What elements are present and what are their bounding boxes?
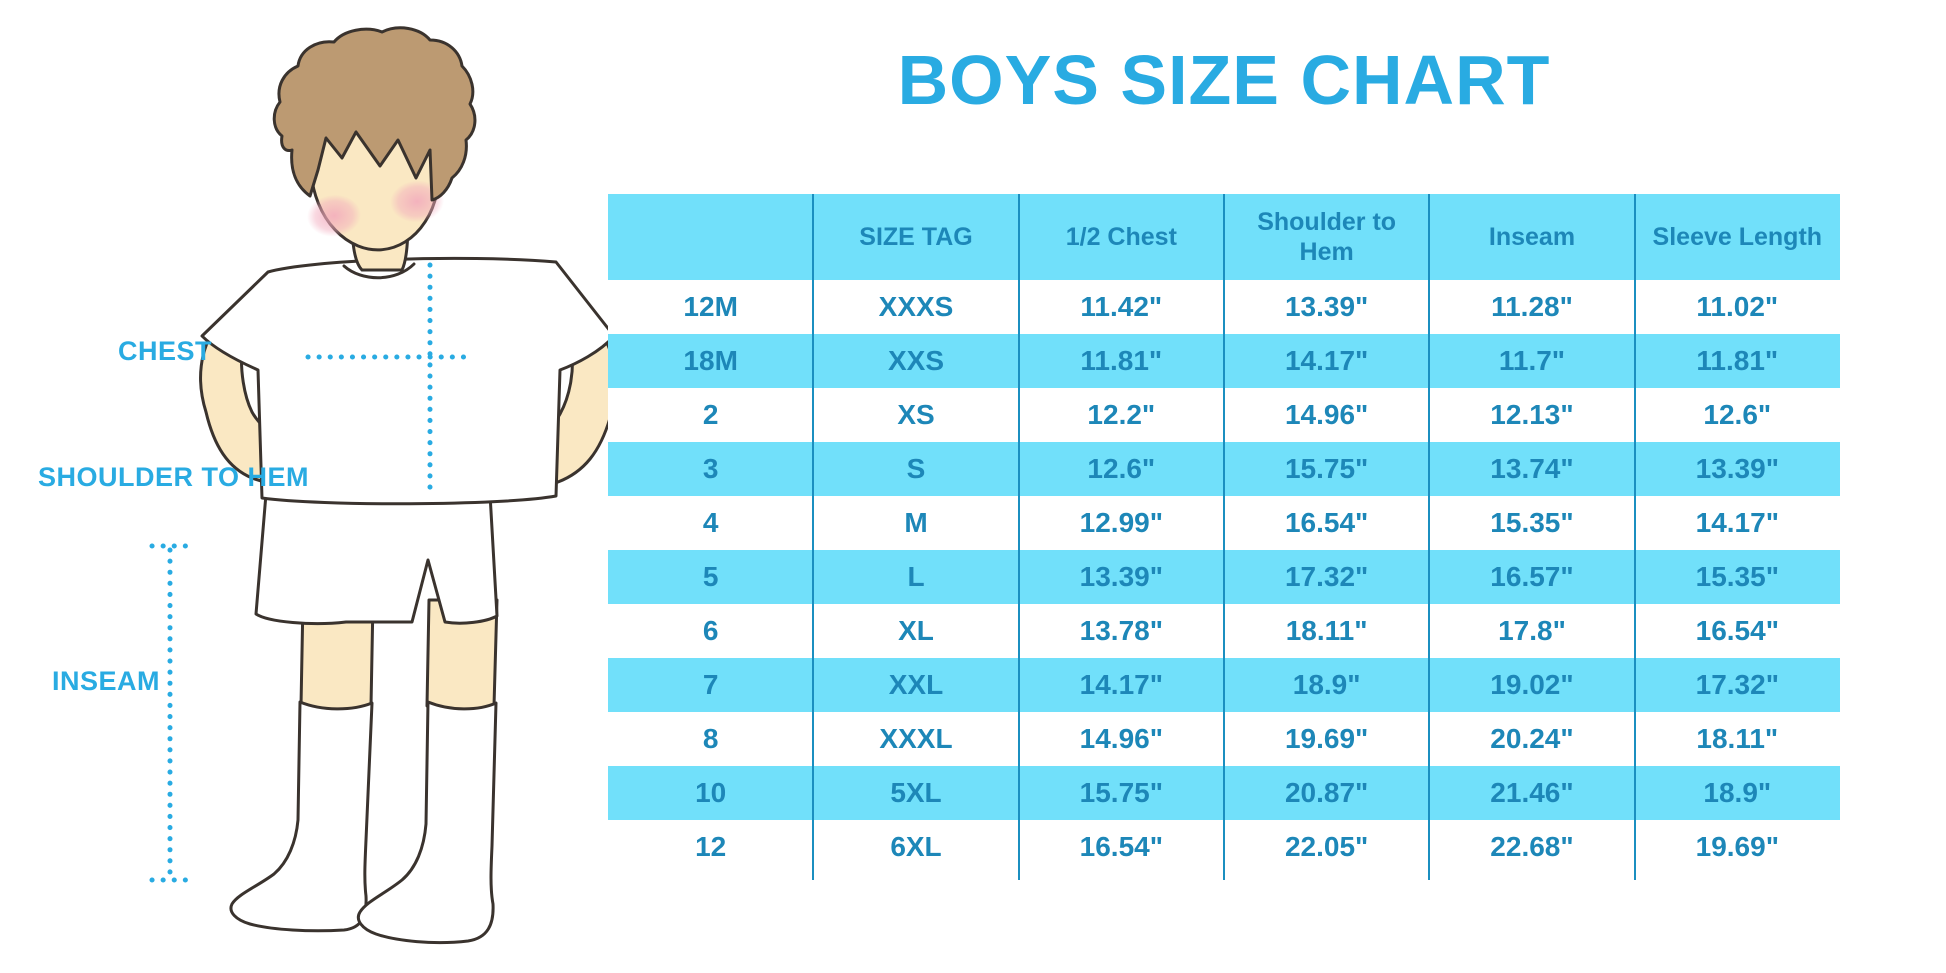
row-value-cell: 14.17" bbox=[1695, 507, 1779, 538]
row-value-cell: 21.46" bbox=[1490, 777, 1574, 808]
row-value-cell: 12.2" bbox=[1087, 399, 1156, 430]
size-table-header-row: SIZE TAG 1/2 Chest Shoulder to Hem Insea… bbox=[608, 194, 1840, 280]
row-size-cell: 7 bbox=[702, 669, 719, 700]
boy-hair bbox=[272, 26, 477, 202]
row-value-cell: M bbox=[904, 507, 928, 538]
row-size-cell: 5 bbox=[702, 561, 719, 592]
table-row: 12 6XL 16.54" 22.05" 22.68" 19.69" bbox=[608, 820, 1840, 874]
row-value-cell: 12.6" bbox=[1087, 453, 1156, 484]
row-size-cell: 10 bbox=[695, 777, 727, 808]
header-cell-half-chest: 1/2 Chest bbox=[1065, 223, 1177, 251]
row-value-cell: 19.02" bbox=[1490, 669, 1574, 700]
table-row: 10 5XL 15.75" 20.87" 21.46" 18.9" bbox=[608, 766, 1840, 820]
row-value-cell: 6XL bbox=[890, 831, 942, 862]
row-value-cell: 12.13" bbox=[1490, 399, 1574, 430]
size-table: SIZE TAG 1/2 Chest Shoulder to Hem Insea… bbox=[608, 194, 1840, 880]
row-value-cell: 16.54" bbox=[1695, 615, 1779, 646]
row-size-cell: 12 bbox=[695, 831, 727, 862]
row-value-cell: S bbox=[906, 453, 926, 484]
row-value-cell: XL bbox=[898, 615, 934, 646]
inseam-label: INSEAM bbox=[52, 666, 161, 696]
row-value-cell: XXXS bbox=[878, 291, 954, 322]
row-value-cell: 13.78" bbox=[1079, 615, 1163, 646]
row-value-cell: 14.17" bbox=[1079, 669, 1163, 700]
table-row: 8 XXXL 14.96" 19.69" 20.24" 18.11" bbox=[608, 712, 1840, 766]
boy-thighs bbox=[299, 598, 499, 714]
row-value-cell: 14.96" bbox=[1284, 399, 1369, 430]
row-value-cell: 22.68" bbox=[1490, 831, 1574, 862]
row-value-cell: 16.54" bbox=[1079, 831, 1163, 862]
row-value-cell: 16.54" bbox=[1284, 507, 1369, 538]
row-value-cell: 18.11" bbox=[1696, 723, 1779, 754]
chest-label: CHEST bbox=[118, 336, 213, 366]
row-value-cell: 16.57" bbox=[1490, 561, 1574, 592]
row-value-cell: XS bbox=[897, 399, 935, 430]
page-title: BOYS SIZE CHART bbox=[897, 41, 1551, 119]
row-size-cell: 6 bbox=[702, 615, 719, 646]
row-value-cell: 15.75" bbox=[1284, 453, 1369, 484]
table-row: 7 XXL 14.17" 18.9" 19.02" 17.32" bbox=[608, 658, 1840, 712]
row-value-cell: 11.28" bbox=[1491, 291, 1573, 322]
row-value-cell: 17.32" bbox=[1284, 561, 1369, 592]
row-value-cell: 13.39" bbox=[1079, 561, 1163, 592]
row-size-cell: 12M bbox=[683, 291, 738, 322]
row-size-cell: 18M bbox=[683, 345, 738, 376]
header-cell-shoulder-to-hem: Shoulder to Hem bbox=[1257, 208, 1397, 266]
table-row: 6 XL 13.78" 18.11" 17.8" 16.54" bbox=[608, 604, 1840, 658]
row-value-cell: 11.42" bbox=[1080, 291, 1163, 322]
header-cell-inseam: Inseam bbox=[1488, 223, 1576, 251]
row-value-cell: 17.8" bbox=[1498, 615, 1566, 646]
row-size-cell: 4 bbox=[702, 507, 719, 538]
row-value-cell: L bbox=[907, 561, 925, 592]
boy-socks bbox=[229, 700, 498, 945]
boy-shirt-collar bbox=[342, 262, 416, 280]
row-value-cell: 15.35" bbox=[1490, 507, 1574, 538]
row-size-cell: 2 bbox=[702, 399, 719, 430]
row-value-cell: 18.9" bbox=[1292, 669, 1361, 700]
boy-shirt bbox=[200, 256, 616, 506]
row-value-cell: 14.96" bbox=[1079, 723, 1163, 754]
row-value-cell: 15.75" bbox=[1079, 777, 1163, 808]
row-value-cell: 13.39" bbox=[1284, 291, 1369, 322]
row-value-cell: XXL bbox=[888, 669, 944, 700]
row-value-cell: 5XL bbox=[890, 777, 942, 808]
row-value-cell: 20.24" bbox=[1490, 723, 1574, 754]
header-cell-sleeve-length: Sleeve Length bbox=[1652, 223, 1823, 251]
header-cell-blank bbox=[608, 194, 813, 280]
table-row: 3 S 12.6" 15.75" 13.74" 13.39" bbox=[608, 442, 1840, 496]
row-value-cell: 15.35" bbox=[1695, 561, 1779, 592]
boy-measurement-illustration bbox=[149, 26, 617, 945]
row-size-cell: 8 bbox=[702, 723, 719, 754]
row-value-cell: XXXL bbox=[879, 723, 953, 754]
row-value-cell: 14.17" bbox=[1284, 345, 1369, 376]
table-row: 2 XS 12.2" 14.96" 12.13" 12.6" bbox=[608, 388, 1840, 442]
row-value-cell: 12.6" bbox=[1703, 399, 1772, 430]
boy-shorts bbox=[254, 492, 499, 626]
row-value-cell: XXS bbox=[887, 345, 944, 376]
row-value-cell: 18.11" bbox=[1285, 615, 1368, 646]
row-value-cell: 11.02" bbox=[1696, 291, 1779, 322]
row-value-cell: 17.32" bbox=[1695, 669, 1779, 700]
row-value-cell: 11.81" bbox=[1696, 345, 1779, 376]
table-row: 18M XXS 11.81" 14.17" 11.7" 11.81" bbox=[608, 334, 1840, 388]
row-size-cell: 3 bbox=[702, 453, 719, 484]
table-row: 12M XXXS 11.42" 13.39" 11.28" 11.02" bbox=[608, 280, 1840, 334]
row-value-cell: 13.39" bbox=[1695, 453, 1779, 484]
row-value-cell: 19.69" bbox=[1695, 831, 1779, 862]
table-row: 5 L 13.39" 17.32" 16.57" 15.35" bbox=[608, 550, 1840, 604]
row-value-cell: 12.99" bbox=[1079, 507, 1163, 538]
row-value-cell: 13.74" bbox=[1490, 453, 1574, 484]
row-value-cell: 11.7" bbox=[1498, 345, 1566, 376]
table-row: 4 M 12.99" 16.54" 15.35" 14.17" bbox=[608, 496, 1840, 550]
row-value-cell: 11.81" bbox=[1080, 345, 1163, 376]
shoulder-to-hem-label: SHOULDER TO HEM bbox=[38, 462, 310, 492]
size-table-body: 12M XXXS 11.42" 13.39" 11.28" 11.02" 18M XXS 11.… bbox=[608, 280, 1840, 874]
boy-blush-left bbox=[307, 194, 361, 237]
header-cell-size-tag: SIZE TAG bbox=[859, 223, 973, 251]
row-value-cell: 18.9" bbox=[1703, 777, 1772, 808]
row-value-cell: 19.69" bbox=[1284, 723, 1369, 754]
row-value-cell: 22.05" bbox=[1284, 831, 1369, 862]
row-value-cell: 20.87" bbox=[1284, 777, 1369, 808]
